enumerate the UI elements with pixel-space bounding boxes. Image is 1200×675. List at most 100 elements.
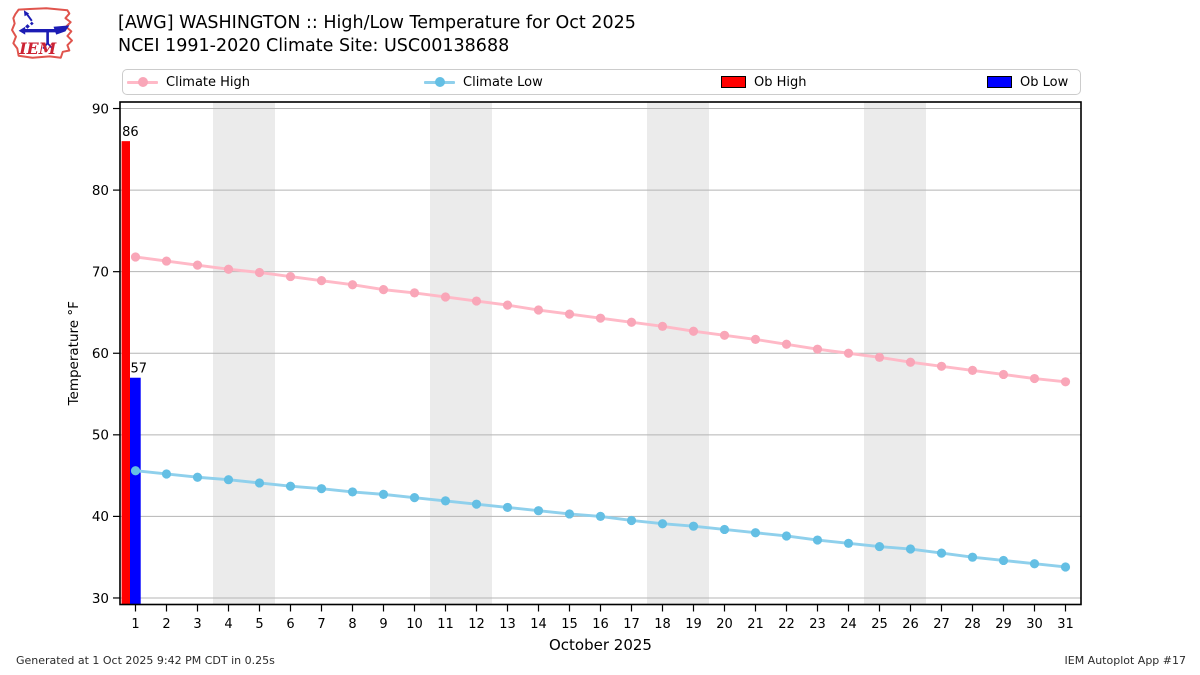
x-tick-label-21: 21 [747,617,764,632]
ob-low-bar-day1 [130,377,141,605]
x-tick-label-31: 31 [1057,617,1074,632]
legend-label-ob-low: Ob Low [1020,74,1069,90]
ob-low-swatch [987,76,1012,88]
x-tick-label-17: 17 [623,617,640,632]
x-tick-label-30: 30 [1026,617,1043,632]
climate-high-point-14 [533,305,544,315]
climate-low-point-11 [440,496,451,506]
x-tick-label-4: 4 [224,617,232,632]
climate-high-point-10 [409,288,420,298]
climate-low-point-13 [502,502,513,513]
climate-high-point-21 [750,334,761,344]
climate-high-point-24 [843,348,854,358]
chart-title: [AWG] WASHINGTON :: High/Low Temperature… [118,13,636,33]
climate-low-point-10 [409,493,420,503]
chart-title-block: [AWG] WASHINGTON :: High/Low Temperature… [118,12,636,58]
x-tick-label-3: 3 [193,617,201,632]
x-tick-label-29: 29 [995,617,1012,632]
ob-high-bar-label-day1: 86 [122,125,139,140]
climate-low-line-sample [424,77,455,87]
x-tick-label-19: 19 [685,617,702,632]
climate-high-point-23 [812,344,823,354]
climate-low-point-27 [936,548,947,558]
climate-high-point-5 [254,267,265,278]
climate-high-point-15 [564,309,575,319]
x-tick-label-26: 26 [902,617,919,632]
climate-low-point-28 [967,552,978,562]
y-axis-label: Temperature °F [66,301,82,406]
x-tick-label-11: 11 [437,617,454,632]
footer-generated-text: Generated at 1 Oct 2025 9:42 PM CDT in 0… [16,654,275,667]
chart-legend: Climate High Climate Low Ob High Ob Low [122,69,1081,95]
legend-item-ob-low: Ob Low [987,70,1068,94]
x-tick-label-20: 20 [716,617,733,632]
climate-high-point-20 [719,330,730,340]
climate-low-point-17 [626,515,637,526]
climate-low-point-4 [223,475,234,485]
climate-high-point-25 [874,352,885,362]
climate-low-point-1 [130,466,141,476]
legend-label-climate-high: Climate High [166,74,251,90]
x-tick-label-24: 24 [840,617,857,632]
climate-low-point-22 [781,531,792,541]
climate-high-point-9 [378,285,389,295]
climate-high-point-8 [347,280,358,290]
climate-low-point-23 [812,535,823,545]
plot-frame [119,101,1082,606]
climate-low-point-26 [905,544,916,554]
climate-low-point-9 [378,489,389,499]
climate-high-point-22 [781,339,792,349]
x-tick-label-12: 12 [468,617,485,632]
climate-high-point-3 [192,260,203,270]
legend-item-ob-high: Ob High [721,70,807,94]
climate-high-point-27 [936,361,947,371]
climate-low-point-16 [595,511,606,521]
x-tick-label-22: 22 [778,617,795,632]
climate-high-point-13 [502,300,513,310]
climate-high-point-30 [1029,373,1040,384]
climate-high-point-11 [440,292,451,302]
y-tick-label-40: 40 [92,509,109,525]
climate-high-marker-sample [138,77,148,87]
x-tick-label-27: 27 [933,617,950,632]
x-tick-label-28: 28 [964,617,981,632]
climate-low-point-18 [657,519,668,529]
climate-low-point-31 [1060,562,1071,572]
climate-low-point-2 [161,469,172,479]
x-tick-label-25: 25 [871,617,888,632]
climate-high-point-26 [905,357,916,367]
climate-high-point-29 [998,369,1009,380]
climate-low-point-21 [750,528,761,538]
x-tick-label-10: 10 [406,617,423,632]
x-tick-label-23: 23 [809,617,826,632]
x-tick-label-9: 9 [379,617,387,632]
x-tick-label-13: 13 [499,617,516,632]
climate-low-marker-sample [435,77,445,87]
climate-low-point-14 [533,506,544,516]
y-tick-label-70: 70 [92,264,109,280]
legend-item-climate-low: Climate Low [424,70,543,94]
climate-low-point-24 [843,538,854,548]
climate-high-line-sample [127,77,158,87]
climate-low-point-7 [316,484,327,494]
climate-low-point-8 [347,487,358,497]
x-tick-label-18: 18 [654,617,671,632]
climate-low-point-12 [471,499,482,509]
climate-high-point-6 [285,271,296,282]
x-axis-label: October 2025 [549,636,652,654]
climate-low-point-25 [874,541,885,552]
x-tick-label-14: 14 [530,617,547,632]
ob-high-bar-day1 [121,141,130,605]
climate-low-point-6 [285,481,296,491]
climate-high-point-4 [223,264,234,274]
y-tick-label-30: 30 [92,591,109,607]
climate-high-point-2 [161,256,172,266]
climate-high-point-7 [316,276,327,286]
y-tick-label-50: 50 [92,428,109,444]
climate-low-point-30 [1029,559,1040,569]
x-tick-label-1: 1 [131,617,139,632]
x-tick-label-16: 16 [592,617,609,632]
climate-low-point-29 [998,555,1009,566]
